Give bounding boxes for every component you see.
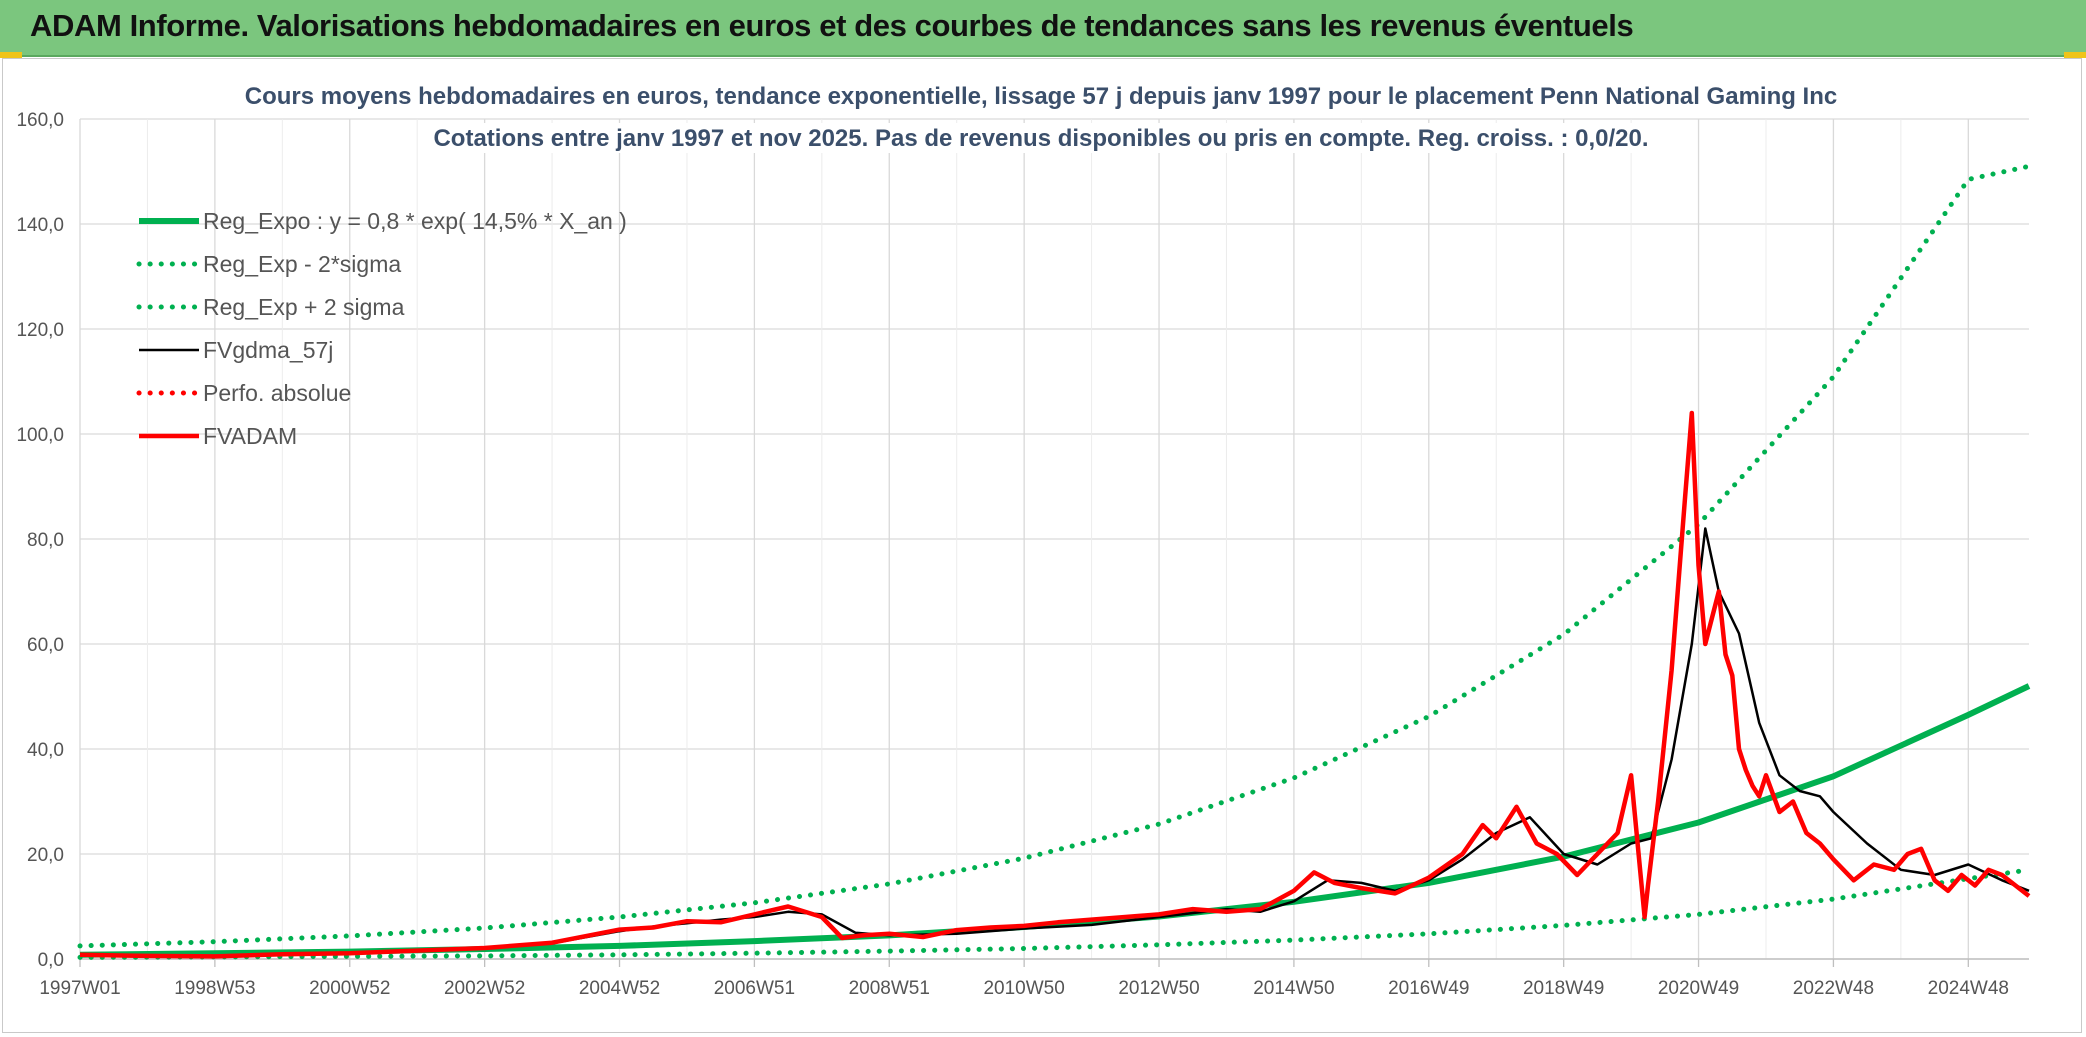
y-tick-label: 120,0 xyxy=(16,320,64,341)
line-chart: 0,020,040,060,080,0100,0120,0140,0160,0 … xyxy=(16,81,2032,999)
report-title: ADAM Informe. Valorisations hebdomadaire… xyxy=(30,8,1634,43)
legend-label: Reg_Expo : y = 0,8 * exp( 14,5% * X_an ) xyxy=(203,208,627,234)
x-tick-label: 2020W49 xyxy=(1658,978,1739,999)
legend-label: Reg_Exp + 2 sigma xyxy=(203,294,405,320)
chart-subtitle: Cotations entre janv 1997 et nov 2025. P… xyxy=(433,125,1648,152)
corner-accent-right xyxy=(2064,52,2086,58)
x-tick-label: 1998W53 xyxy=(174,978,255,999)
series-line-reg-exp-2-sigma xyxy=(77,163,2032,949)
y-tick-label: 140,0 xyxy=(16,215,64,236)
y-tick-label: 160,0 xyxy=(16,110,64,131)
x-tick-label: 2010W50 xyxy=(983,978,1064,999)
x-tick-label: 2008W51 xyxy=(849,978,930,999)
legend-label: Perfo. absolue xyxy=(203,380,351,406)
x-tick-label: 2006W51 xyxy=(714,978,795,999)
series-lines xyxy=(77,163,2032,960)
series-line-fvadam xyxy=(79,410,2031,959)
x-tick-label: 2016W49 xyxy=(1388,978,1469,999)
legend-label: FVgdma_57j xyxy=(203,337,333,363)
title-background xyxy=(258,81,1828,111)
legend: Reg_Expo : y = 0,8 * exp( 14,5% * X_an )… xyxy=(136,208,627,449)
chart-title: Cours moyens hebdomadaires en euros, ten… xyxy=(245,83,1837,110)
x-tick-label: 2024W48 xyxy=(1928,978,2009,999)
x-axis-ticks: 1997W01 1998W53 2000W52 2002W52 2004W52 2006W… xyxy=(39,978,2009,999)
x-tick-label: 2022W48 xyxy=(1793,978,1874,999)
x-tick-label: 2012W50 xyxy=(1118,978,1199,999)
legend-label: Reg_Exp - 2*sigma xyxy=(203,251,401,277)
x-tick-label: 2014W50 xyxy=(1253,978,1334,999)
x-tick-label: 2004W52 xyxy=(579,978,660,999)
y-axis-ticks: 0,0 20,0 40,0 60,0 80,0 100,0 120,0 140,0 160,0 xyxy=(16,110,64,971)
x-tick-label: 2002W52 xyxy=(444,978,525,999)
report-banner: ADAM Informe. Valorisations hebdomadaire… xyxy=(0,0,2086,57)
x-tick-label: 1997W01 xyxy=(39,978,120,999)
series-line-reg-exp-2-sigma xyxy=(77,867,2032,960)
legend-label: FVADAM xyxy=(203,423,297,449)
y-tick-label: 0,0 xyxy=(38,950,64,971)
y-tick-label: 60,0 xyxy=(27,635,64,656)
subtitle-background xyxy=(443,123,1643,153)
chart-titles: Cours moyens hebdomadaires en euros, ten… xyxy=(245,81,1837,153)
y-tick-label: 40,0 xyxy=(27,740,64,761)
corner-accent-left xyxy=(0,52,22,58)
y-tick-label: 80,0 xyxy=(27,530,64,551)
y-tick-label: 100,0 xyxy=(16,425,64,446)
chart-area: 0,0 20,0 40,0 60,0 80,0 100,0 120,0 140,0 160,0 … xyxy=(2,58,2082,1033)
gridlines xyxy=(79,118,2029,967)
x-tick-label: 2018W49 xyxy=(1523,978,1604,999)
y-tick-label: 20,0 xyxy=(27,845,64,866)
x-tick-label: 2000W52 xyxy=(309,978,390,999)
